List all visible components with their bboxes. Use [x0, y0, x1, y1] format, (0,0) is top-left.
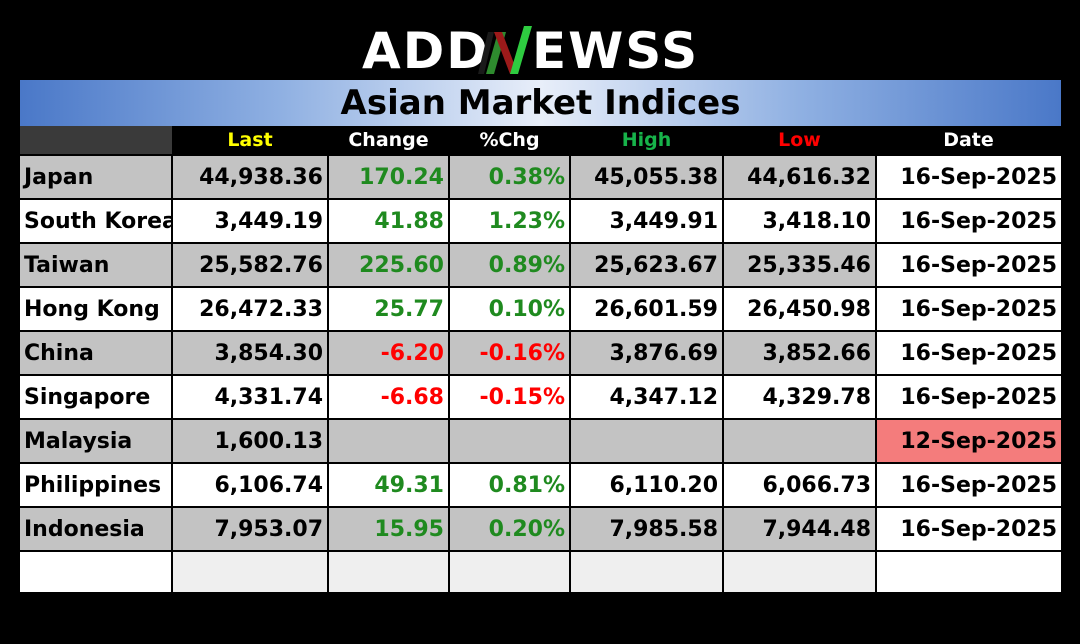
low-value: 7,944.48: [722, 506, 876, 551]
change-value: -6.20: [327, 330, 449, 375]
market-name: Japan: [20, 154, 172, 199]
empty-cell: [875, 550, 1061, 592]
header-high: High: [570, 126, 723, 155]
pct-change-value: 0.89%: [448, 242, 570, 287]
last-value: 6,106.74: [171, 462, 328, 507]
indices-table: Last Change %Chg High Low Date Japan 44,9…: [20, 126, 1061, 592]
change-value: 225.60: [327, 242, 449, 287]
market-name: South Korea: [20, 198, 172, 243]
low-value: [722, 418, 876, 463]
header-row: Last Change %Chg High Low Date: [20, 126, 1061, 155]
header-low: Low: [723, 126, 876, 155]
low-value: 26,450.98: [722, 286, 876, 331]
header-date: Date: [876, 126, 1061, 155]
date-value: 16-Sep-2025: [875, 506, 1061, 551]
empty-cell: [327, 550, 449, 592]
market-name: Hong Kong: [20, 286, 172, 331]
date-value: 16-Sep-2025: [875, 286, 1061, 331]
high-value: 4,347.12: [569, 374, 723, 419]
last-value: 1,600.13: [171, 418, 328, 463]
date-value: 16-Sep-2025: [875, 374, 1061, 419]
brand-logo: ADD EWSS: [0, 18, 1080, 80]
market-name: Taiwan: [20, 242, 172, 287]
last-value: 3,449.19: [171, 198, 328, 243]
last-value: 44,938.36: [171, 154, 328, 199]
date-value: 16-Sep-2025: [875, 154, 1061, 199]
change-value: 49.31: [327, 462, 449, 507]
last-value: 26,472.33: [171, 286, 328, 331]
empty-cell: [448, 550, 570, 592]
date-value: 12-Sep-2025: [875, 418, 1061, 463]
low-value: 3,418.10: [722, 198, 876, 243]
change-value: -6.68: [327, 374, 449, 419]
market-name: Philippines: [20, 462, 172, 507]
table-row: Japan 44,938.36 170.24 0.38% 45,055.38 44,616…: [20, 154, 1061, 199]
high-value: 3,876.69: [569, 330, 723, 375]
pct-change-value: [448, 418, 570, 463]
header-change: Change: [328, 126, 449, 155]
change-value: 41.88: [327, 198, 449, 243]
table-row: Indonesia 7,953.07 15.95 0.20% 7,985.58 7,944…: [20, 506, 1061, 551]
table-row: Taiwan 25,582.76 225.60 0.89% 25,623.67 25,33…: [20, 242, 1061, 287]
low-value: 25,335.46: [722, 242, 876, 287]
empty-row: [20, 550, 1061, 592]
low-value: 4,329.78: [722, 374, 876, 419]
change-value: 25.77: [327, 286, 449, 331]
low-value: 3,852.66: [722, 330, 876, 375]
high-value: 6,110.20: [569, 462, 723, 507]
table-row: Singapore 4,331.74 -6.68 -0.15% 4,347.12 4,32…: [20, 374, 1061, 419]
green-n-logo-icon: [478, 26, 532, 74]
pct-change-value: 0.81%: [448, 462, 570, 507]
empty-cell: [569, 550, 723, 592]
market-name: Singapore: [20, 374, 172, 419]
high-value: [569, 418, 723, 463]
header-corner: [20, 126, 172, 155]
pct-change-value: 1.23%: [448, 198, 570, 243]
table-row: Malaysia 1,600.13 12-Sep-2025: [20, 418, 1061, 463]
header-last: Last: [172, 126, 328, 155]
table-row: Hong Kong 26,472.33 25.77 0.10% 26,601.59 26,…: [20, 286, 1061, 331]
date-value: 16-Sep-2025: [875, 242, 1061, 287]
last-value: 7,953.07: [171, 506, 328, 551]
low-value: 44,616.32: [722, 154, 876, 199]
title-banner: Asian Market Indices: [20, 80, 1061, 126]
high-value: 7,985.58: [569, 506, 723, 551]
high-value: 25,623.67: [569, 242, 723, 287]
change-value: [327, 418, 449, 463]
table-row: Philippines 6,106.74 49.31 0.81% 6,110.20 6,0…: [20, 462, 1061, 507]
empty-cell: [20, 550, 172, 592]
empty-cell: [722, 550, 876, 592]
last-value: 25,582.76: [171, 242, 328, 287]
pct-change-value: -0.16%: [448, 330, 570, 375]
high-value: 45,055.38: [569, 154, 723, 199]
high-value: 26,601.59: [569, 286, 723, 331]
table-row: South Korea 3,449.19 41.88 1.23% 3,449.91 3,4…: [20, 198, 1061, 243]
empty-cell: [171, 550, 328, 592]
table-row: China 3,854.30 -6.20 -0.16% 3,876.69 3,852.66…: [20, 330, 1061, 375]
market-name: Malaysia: [20, 418, 172, 463]
last-value: 4,331.74: [171, 374, 328, 419]
market-name: China: [20, 330, 172, 375]
change-value: 15.95: [327, 506, 449, 551]
date-value: 16-Sep-2025: [875, 462, 1061, 507]
pct-change-value: 0.38%: [448, 154, 570, 199]
logo-text-right: EWSS: [532, 22, 699, 80]
header-pct-change: %Chg: [449, 126, 570, 155]
low-value: 6,066.73: [722, 462, 876, 507]
change-value: 170.24: [327, 154, 449, 199]
pct-change-value: -0.15%: [448, 374, 570, 419]
pct-change-value: 0.10%: [448, 286, 570, 331]
logo-text-left: ADD: [362, 22, 490, 80]
market-name: Indonesia: [20, 506, 172, 551]
date-value: 16-Sep-2025: [875, 198, 1061, 243]
last-value: 3,854.30: [171, 330, 328, 375]
pct-change-value: 0.20%: [448, 506, 570, 551]
high-value: 3,449.91: [569, 198, 723, 243]
date-value: 16-Sep-2025: [875, 330, 1061, 375]
page-title: Asian Market Indices: [340, 83, 741, 123]
